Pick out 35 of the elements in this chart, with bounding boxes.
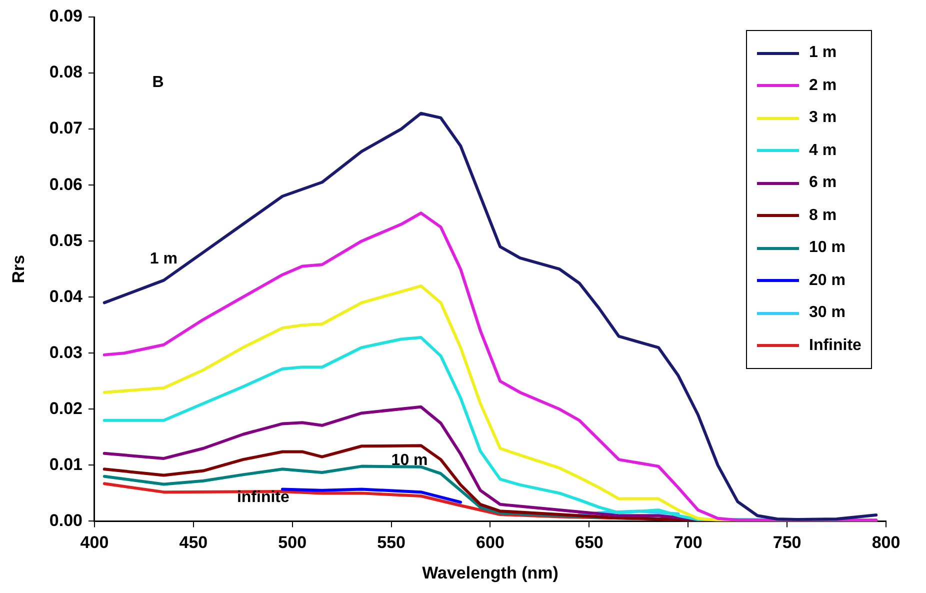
legend-label: 6 m xyxy=(809,174,837,192)
y-tick-label: 0.09 xyxy=(49,6,82,26)
y-tick-label: 0.04 xyxy=(49,286,84,306)
y-tick-label: 0.02 xyxy=(49,398,82,418)
x-tick-label: 450 xyxy=(179,533,208,552)
x-tick-label: 800 xyxy=(872,533,900,552)
y-tick-label: 0.01 xyxy=(49,454,82,474)
annotation: B xyxy=(152,74,164,91)
annotation: 10 m xyxy=(391,452,428,470)
y-tick-label: 0.08 xyxy=(49,62,82,82)
legend-label: 4 m xyxy=(809,142,837,160)
legend-label: 10 m xyxy=(809,239,846,258)
y-tick-label: 0.05 xyxy=(49,230,82,250)
legend-label: 20 m xyxy=(809,272,846,290)
y-tick-label: 0.03 xyxy=(49,342,82,362)
y-tick-label: 0.06 xyxy=(49,174,82,194)
y-tick-label: 0.07 xyxy=(49,118,82,138)
x-axis-title: Wavelength (nm) xyxy=(422,563,558,582)
legend-label: 2 m xyxy=(809,76,837,95)
legend-label: Infinite xyxy=(809,336,862,355)
x-tick-label: 750 xyxy=(772,533,802,552)
x-tick-label: 500 xyxy=(278,533,307,552)
y-tick-label: 0.00 xyxy=(49,510,82,530)
x-tick-label: 650 xyxy=(574,533,604,552)
x-tick-label: 700 xyxy=(674,533,702,552)
annotation: infinite xyxy=(236,488,290,506)
legend-label: 30 m xyxy=(809,304,846,322)
x-tick-label: 550 xyxy=(377,533,406,552)
annotation: 1 m xyxy=(150,250,178,268)
legend-label: 3 m xyxy=(809,109,837,128)
y-axis-title: Rrs xyxy=(8,254,28,284)
legend-label: 8 m xyxy=(809,206,837,225)
x-tick-label: 600 xyxy=(476,533,504,552)
x-tick-label: 400 xyxy=(80,533,109,552)
legend-label: 1 m xyxy=(809,44,837,62)
